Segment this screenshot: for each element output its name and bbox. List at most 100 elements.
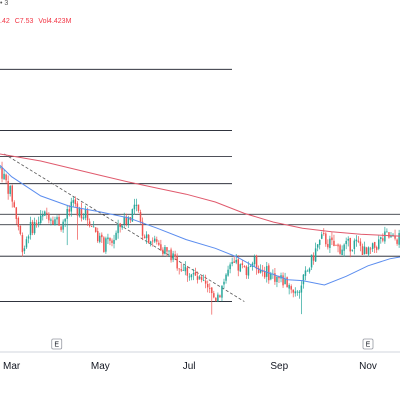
candle-body bbox=[27, 236, 30, 239]
candle-body bbox=[380, 237, 382, 239]
candle-body bbox=[135, 204, 138, 207]
candle-body bbox=[194, 272, 197, 276]
candle-body bbox=[42, 214, 44, 217]
candle-body bbox=[320, 234, 323, 239]
earnings-marker: E bbox=[51, 338, 63, 350]
candle-body bbox=[56, 217, 58, 220]
candle-body bbox=[37, 221, 40, 224]
candle-body bbox=[353, 240, 356, 249]
candle-body bbox=[52, 220, 54, 225]
candle-body bbox=[96, 231, 99, 242]
candle-body bbox=[60, 226, 62, 230]
candle-body bbox=[382, 238, 384, 241]
candle-body bbox=[341, 249, 343, 256]
candle-body bbox=[188, 276, 191, 278]
candle-body bbox=[168, 250, 170, 252]
candle-body bbox=[123, 216, 125, 225]
candle-body bbox=[11, 185, 13, 202]
candle-body bbox=[174, 254, 176, 257]
candle-body bbox=[133, 204, 136, 210]
candle-body bbox=[113, 239, 115, 244]
candle-body bbox=[33, 222, 36, 234]
candle-body bbox=[9, 186, 11, 194]
candle-body bbox=[304, 270, 307, 276]
candle-body bbox=[211, 287, 213, 294]
candle-body bbox=[68, 209, 70, 212]
candle-body bbox=[221, 285, 223, 298]
candle-body bbox=[176, 256, 178, 269]
candle-body bbox=[121, 225, 123, 228]
candle-body bbox=[215, 298, 217, 301]
trend-line bbox=[4, 153, 245, 302]
candle-body bbox=[78, 207, 81, 217]
candle-body bbox=[337, 244, 339, 247]
candle-body bbox=[103, 237, 105, 252]
candle-body bbox=[347, 238, 349, 241]
time-axis[interactable]: Mar May Jul Sep Nov bbox=[3, 361, 377, 372]
candle-body bbox=[25, 239, 28, 248]
candle-body bbox=[82, 217, 85, 219]
candle-body bbox=[292, 289, 294, 293]
candles bbox=[0, 161, 400, 315]
candle-body bbox=[141, 221, 144, 236]
candle-body bbox=[184, 266, 187, 272]
candle-body bbox=[331, 237, 333, 241]
candle-body bbox=[66, 209, 68, 219]
candle-body bbox=[190, 274, 193, 278]
candle-body bbox=[259, 269, 262, 273]
candle-body bbox=[206, 284, 209, 288]
candle-body bbox=[46, 212, 48, 214]
earnings-marker-box bbox=[362, 338, 374, 350]
x-tick-label: May bbox=[91, 361, 110, 372]
candle-body bbox=[294, 291, 297, 294]
candle-body bbox=[351, 249, 354, 251]
candle-body bbox=[127, 217, 130, 225]
candle-body bbox=[288, 285, 290, 289]
moving-averages bbox=[0, 153, 400, 286]
candle-body bbox=[284, 278, 286, 285]
candle-body bbox=[378, 239, 380, 249]
candle-body bbox=[302, 274, 305, 285]
symbol-header-fragment: • 3 bbox=[0, 0, 9, 7]
candle-body bbox=[316, 244, 319, 248]
candle-body bbox=[7, 181, 9, 194]
ohlc-value-partial: .42 bbox=[0, 18, 10, 25]
candle-body bbox=[365, 247, 368, 254]
candle-body bbox=[94, 227, 97, 232]
candle-body bbox=[361, 246, 364, 255]
candle-body bbox=[229, 264, 231, 270]
candle-body bbox=[359, 241, 362, 246]
candle-body bbox=[396, 239, 398, 244]
candle-body bbox=[76, 203, 79, 216]
candle-body bbox=[186, 267, 189, 276]
candle-body bbox=[160, 244, 162, 251]
candle-body bbox=[0, 167, 1, 168]
candle-body bbox=[3, 173, 5, 180]
candle-body bbox=[278, 276, 280, 279]
candle-body bbox=[247, 267, 250, 276]
candle-body bbox=[31, 221, 34, 233]
candle-body bbox=[147, 234, 150, 243]
x-tick-label: Sep bbox=[270, 361, 288, 372]
candle-body bbox=[166, 247, 168, 252]
candle-body bbox=[375, 247, 378, 250]
candle-body bbox=[257, 268, 260, 273]
candle-body bbox=[282, 275, 284, 286]
candle-body bbox=[296, 291, 299, 293]
candle-body bbox=[170, 249, 172, 261]
x-tick-label: Mar bbox=[3, 361, 21, 372]
candle-body bbox=[333, 240, 335, 247]
candle-body bbox=[225, 274, 227, 281]
candle-body bbox=[386, 231, 388, 233]
earnings-marker-box bbox=[51, 338, 63, 350]
candle-body bbox=[243, 266, 246, 267]
candle-body bbox=[101, 234, 103, 238]
ohlc-volume: Vol4.423M bbox=[38, 18, 72, 25]
candle-body bbox=[349, 237, 352, 252]
candle-body bbox=[72, 200, 75, 203]
candle-body bbox=[369, 248, 372, 250]
earnings-marker-label: E bbox=[54, 342, 59, 349]
candle-body bbox=[99, 235, 101, 242]
